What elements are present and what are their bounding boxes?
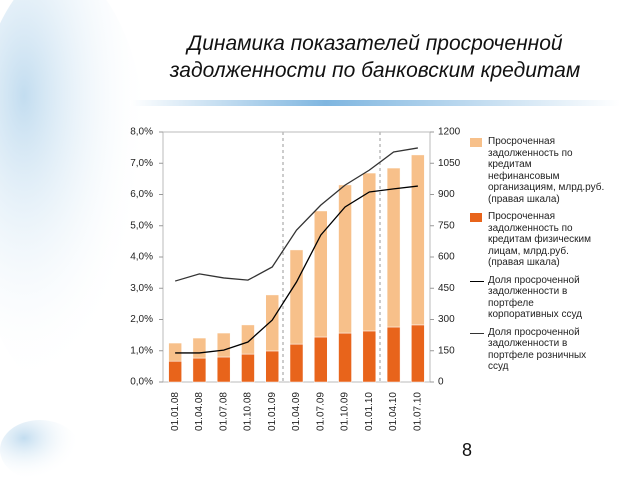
y2-tick-label: 300 (438, 314, 455, 325)
legend-swatch (470, 138, 482, 147)
bar (265, 294, 279, 352)
bar (314, 336, 328, 383)
y2-tick-label: 0 (438, 377, 444, 388)
x-tick-label: 01.01.10 (364, 392, 375, 431)
bar (265, 350, 279, 383)
y-tick-label: 6,0% (130, 189, 153, 200)
background-splash (0, 0, 150, 390)
page-number: 8 (462, 440, 473, 460)
bar (241, 324, 255, 355)
x-tick-label: 01.07.09 (315, 392, 326, 431)
legend-item: Просроченная задолженность по кредитам ф… (470, 211, 605, 269)
bar (338, 332, 352, 383)
bar (289, 249, 304, 345)
x-tick-label: 01.01.08 (170, 392, 181, 431)
slide-title: Динамика показателей просроченной задолж… (169, 32, 581, 82)
bar (168, 342, 182, 362)
bar (386, 326, 401, 383)
bar (192, 337, 207, 359)
x-tick-label: 01.04.09 (291, 392, 302, 431)
y-tick-label: 0,0% (130, 377, 153, 388)
x-tick-label: 01.07.10 (413, 392, 424, 431)
bar (362, 330, 377, 383)
title-rule (130, 100, 620, 106)
y-tick-label: 5,0% (130, 220, 153, 231)
legend-swatch (470, 332, 484, 334)
y-tick-label: 3,0% (130, 283, 153, 294)
x-tick-label: 01.10.09 (340, 392, 351, 431)
bar (362, 172, 377, 332)
legend-item: Доля просроченной задолженности в портфе… (470, 275, 605, 321)
legend-label: Доля просроченной задолженности в портфе… (488, 326, 587, 373)
bar (386, 167, 401, 328)
y-tick-label: 7,0% (130, 158, 153, 169)
x-tick-label: 01.07.08 (218, 392, 229, 431)
legend-label: Просроченная задолженность по кредитам ф… (488, 211, 591, 268)
bar (411, 154, 425, 326)
background-splash (0, 420, 80, 480)
legend-label: Доля просроченной задолженности в портфе… (488, 274, 582, 321)
y-tick-label: 4,0% (130, 252, 153, 263)
bar (192, 357, 207, 383)
y2-tick-label: 750 (438, 220, 455, 231)
y2-tick-label: 600 (438, 252, 455, 263)
x-tick-label: 01.04.08 (194, 392, 205, 431)
bar (289, 343, 304, 383)
bar (241, 353, 255, 383)
bar (168, 360, 182, 383)
y2-tick-label: 450 (438, 283, 455, 294)
line (174, 147, 418, 282)
y-tick-label: 1,0% (130, 345, 153, 356)
legend-label: Просроченная задолженность по кредитам н… (488, 136, 605, 205)
legend-item: Доля просроченной задолженности в портфе… (470, 327, 605, 373)
legend-swatch (470, 280, 484, 282)
x-tick-label: 01.10.08 (243, 392, 254, 431)
y-tick-label: 8,0% (130, 127, 153, 138)
legend: Просроченная задолженность по кредитам н… (470, 136, 605, 379)
y2-tick-label: 150 (438, 345, 455, 356)
line (175, 185, 418, 354)
y2-tick-label: 1050 (438, 158, 461, 169)
x-tick-label: 01.01.09 (267, 392, 278, 431)
legend-swatch (470, 213, 482, 222)
legend-item: Просроченная задолженность по кредитам н… (470, 136, 605, 205)
y2-tick-label: 1200 (438, 127, 461, 138)
y2-tick-label: 900 (438, 189, 455, 200)
bar (411, 324, 425, 383)
x-tick-label: 01.04.10 (388, 392, 399, 431)
bar (216, 332, 231, 358)
bar (216, 356, 231, 383)
y-tick-label: 2,0% (130, 314, 153, 325)
